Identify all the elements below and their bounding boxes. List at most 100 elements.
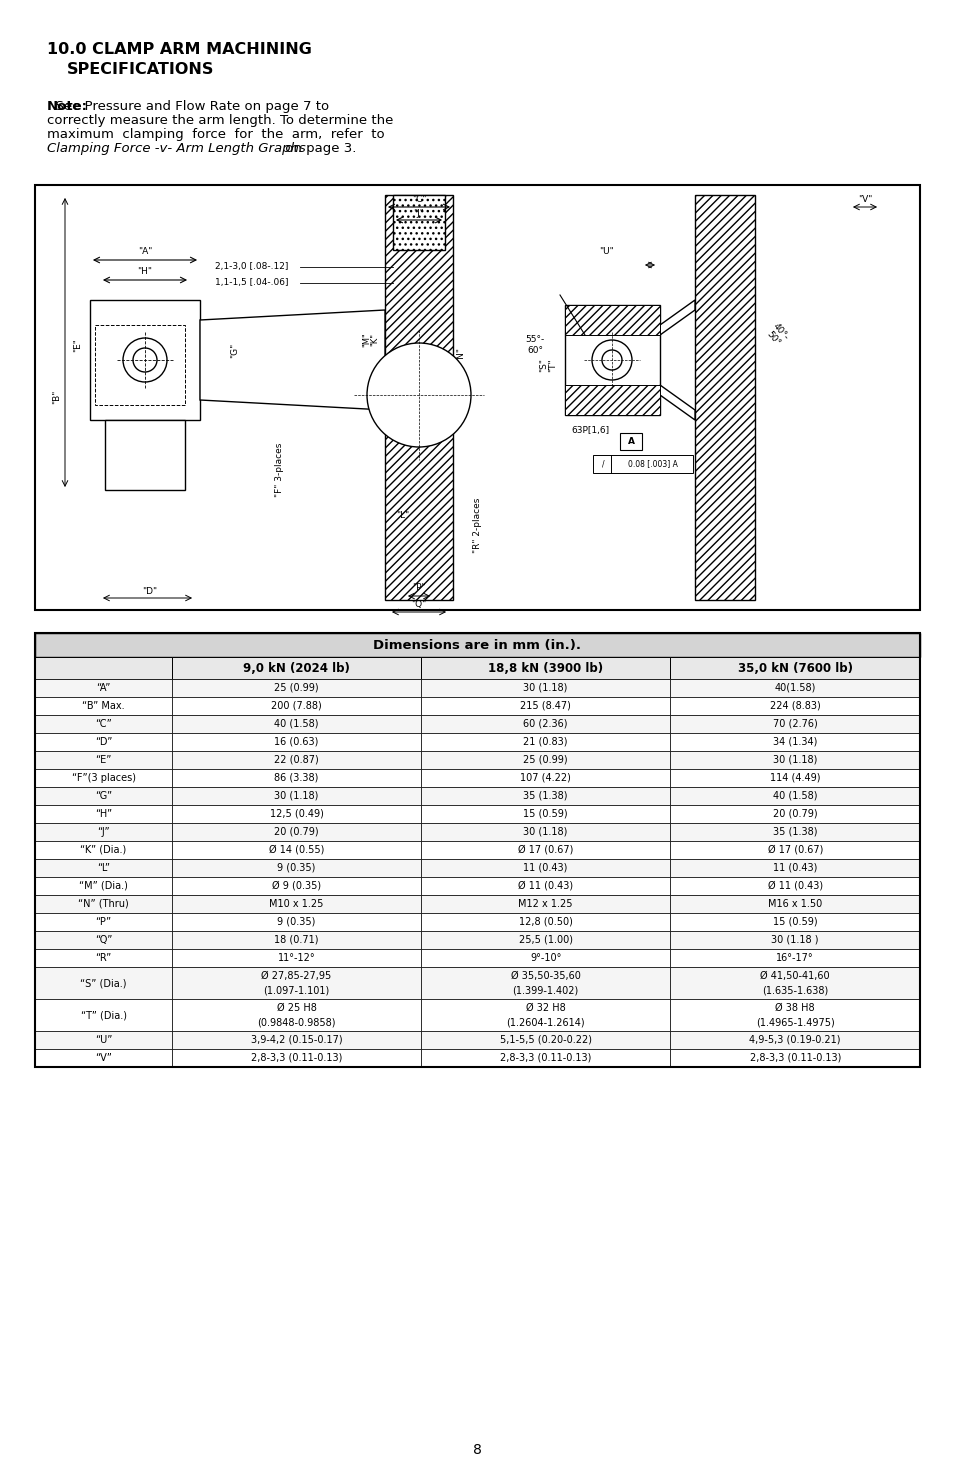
Bar <box>420 733 670 751</box>
Text: 25 (0.99): 25 (0.99) <box>274 683 318 693</box>
Text: /: / <box>601 460 603 469</box>
Text: Ø 11 (0.43): Ø 11 (0.43) <box>517 881 573 891</box>
Text: maximum  clamping  force  for  the  arm,  refer  to: maximum clamping force for the arm, refe… <box>47 128 384 142</box>
Bar <box>670 823 919 841</box>
Bar <box>35 878 172 895</box>
Bar <box>172 751 420 768</box>
Text: correctly measure the arm length. To determine the: correctly measure the arm length. To det… <box>47 114 393 127</box>
Bar <box>670 968 919 999</box>
Bar <box>35 913 172 931</box>
Bar <box>172 999 420 1031</box>
Text: 9 (0.35): 9 (0.35) <box>277 863 315 873</box>
Text: “F”(3 places): “F”(3 places) <box>71 773 135 783</box>
Text: “R”: “R” <box>95 953 112 963</box>
Text: “E”: “E” <box>95 755 112 766</box>
Bar <box>670 698 919 715</box>
Text: Ø 27,85-27,95: Ø 27,85-27,95 <box>261 971 332 981</box>
Bar <box>35 698 172 715</box>
Text: “J”: “J” <box>97 827 110 836</box>
Bar <box>420 656 670 678</box>
Polygon shape <box>200 310 385 410</box>
Text: 25 (0.99): 25 (0.99) <box>523 755 567 766</box>
Bar <box>35 633 919 1066</box>
Text: Clamping Force -v- Arm Length Graphs: Clamping Force -v- Arm Length Graphs <box>47 142 305 155</box>
Bar <box>35 656 172 678</box>
Text: "J": "J" <box>414 208 424 217</box>
Text: (1.2604-1.2614): (1.2604-1.2614) <box>506 1018 584 1027</box>
Bar <box>172 768 420 788</box>
Text: 2,8-3,3 (0.11-0.13): 2,8-3,3 (0.11-0.13) <box>251 1053 342 1063</box>
Bar <box>670 788 919 805</box>
Text: 2,1-3,0 [.08-.12]: 2,1-3,0 [.08-.12] <box>214 263 288 271</box>
Bar <box>172 698 420 715</box>
Text: 40 (1.58): 40 (1.58) <box>772 791 817 801</box>
Text: “P”: “P” <box>95 917 112 926</box>
Bar <box>105 420 185 490</box>
Text: 40°-
50°: 40°- 50° <box>762 322 790 348</box>
Text: 18 (0.71): 18 (0.71) <box>274 935 318 945</box>
Text: “G”: “G” <box>95 791 112 801</box>
Text: 12,5 (0.49): 12,5 (0.49) <box>270 808 323 819</box>
Circle shape <box>367 344 471 447</box>
Bar <box>670 1031 919 1049</box>
Bar <box>670 878 919 895</box>
Bar <box>35 805 172 823</box>
Bar <box>420 1031 670 1049</box>
Text: 9 (0.35): 9 (0.35) <box>277 917 315 926</box>
Bar <box>35 931 172 948</box>
Text: (0.9848-0.9858): (0.9848-0.9858) <box>257 1018 335 1027</box>
Bar <box>35 715 172 733</box>
Text: "M": "M" <box>362 333 371 348</box>
Bar <box>670 805 919 823</box>
Bar <box>420 823 670 841</box>
Circle shape <box>132 348 157 372</box>
Text: “Q”: “Q” <box>94 935 112 945</box>
Bar <box>619 434 641 450</box>
Text: 35 (1.38): 35 (1.38) <box>772 827 817 836</box>
Text: 70 (2.76): 70 (2.76) <box>772 718 817 729</box>
Text: M10 x 1.25: M10 x 1.25 <box>269 898 323 909</box>
Bar <box>670 948 919 968</box>
Bar <box>172 656 420 678</box>
Bar <box>670 656 919 678</box>
Text: M12 x 1.25: M12 x 1.25 <box>517 898 573 909</box>
Text: 15 (0.59): 15 (0.59) <box>772 917 817 926</box>
Text: “C”: “C” <box>95 718 112 729</box>
Text: "T": "T" <box>548 358 557 372</box>
Bar <box>35 751 172 768</box>
Text: “M” (Dia.): “M” (Dia.) <box>79 881 128 891</box>
Text: “U”: “U” <box>94 1035 112 1044</box>
Bar <box>172 715 420 733</box>
Text: 30 (1.18): 30 (1.18) <box>523 827 567 836</box>
Text: 25,5 (1.00): 25,5 (1.00) <box>518 935 572 945</box>
Bar <box>564 385 659 414</box>
Bar <box>670 858 919 878</box>
Text: (1.097-1.101): (1.097-1.101) <box>263 985 330 996</box>
Bar <box>420 858 670 878</box>
Bar <box>172 878 420 895</box>
Bar <box>35 841 172 858</box>
Text: "S": "S" <box>539 358 548 372</box>
Text: Ø 25 H8: Ø 25 H8 <box>276 1003 316 1013</box>
Text: 3,9-4,2 (0.15-0.17): 3,9-4,2 (0.15-0.17) <box>251 1035 342 1044</box>
Text: "R" 2-places: "R" 2-places <box>473 497 482 553</box>
Text: Ø 32 H8: Ø 32 H8 <box>525 1003 565 1013</box>
Text: (1.399-1.402): (1.399-1.402) <box>512 985 578 996</box>
Text: Ø 41,50-41,60: Ø 41,50-41,60 <box>760 971 829 981</box>
Bar <box>420 1049 670 1066</box>
Text: Note:: Note: <box>47 100 88 114</box>
Text: 11 (0.43): 11 (0.43) <box>523 863 567 873</box>
Bar <box>172 841 420 858</box>
Bar <box>172 1049 420 1066</box>
Text: Ø 17 (0.67): Ø 17 (0.67) <box>517 845 573 856</box>
Bar <box>420 788 670 805</box>
Text: 107 (4.22): 107 (4.22) <box>519 773 571 783</box>
Text: M16 x 1.50: M16 x 1.50 <box>767 898 821 909</box>
Text: "N": "N" <box>456 348 465 363</box>
Text: "D": "D" <box>142 587 157 596</box>
Bar <box>670 895 919 913</box>
Text: "K": "K" <box>370 333 379 347</box>
Text: “T” (Dia.): “T” (Dia.) <box>80 1010 127 1021</box>
Text: 8: 8 <box>472 1443 481 1457</box>
Bar <box>564 305 659 335</box>
